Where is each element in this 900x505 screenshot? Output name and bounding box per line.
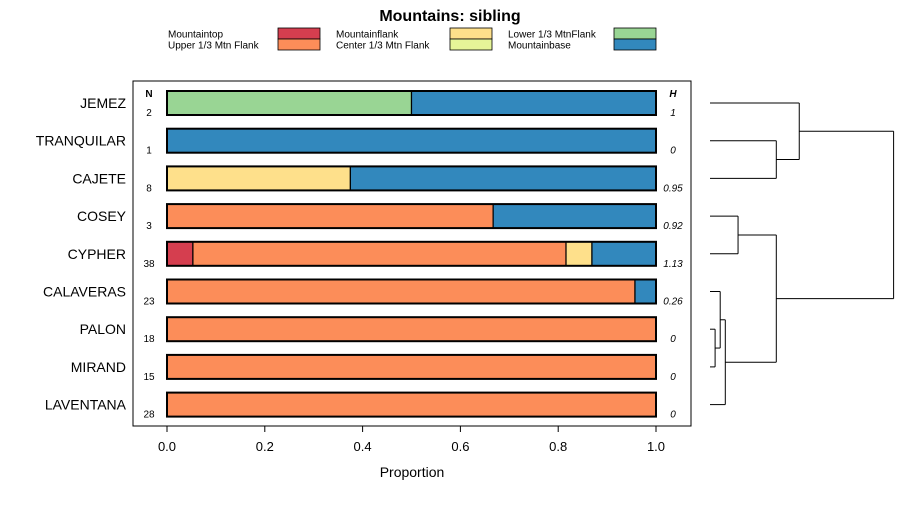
bar-segment [410, 90, 657, 116]
row-h-value: 1.13 [663, 259, 683, 270]
bars-group: JEMEZ 2 1 TRANQUILAR 1 0 CAJETE 8 0.95 COSEY 3 0.92… [36, 90, 683, 421]
row-label: CYPHER [68, 246, 126, 262]
bar-segment [166, 354, 657, 380]
row-n-value: 8 [146, 183, 152, 194]
row-h-value: 0 [670, 146, 676, 157]
row-h-value: 1 [670, 108, 676, 119]
row-n-value: 2 [146, 108, 152, 119]
dendrogram [710, 102, 895, 406]
x-tick-label: 0.0 [158, 439, 176, 454]
legend-label: Mountaintop [168, 30, 223, 41]
row-label: TRANQUILAR [36, 133, 126, 149]
row-h-value: 0 [670, 334, 676, 345]
bar-outline [166, 127, 657, 154]
row-label: MIRAND [71, 359, 126, 375]
bar-outline [166, 391, 657, 418]
bar-segment [492, 203, 657, 229]
row-h-value: 0.95 [663, 183, 683, 194]
legend-label: Upper 1/3 Mtn Flank [168, 41, 260, 52]
bar-segment [166, 316, 657, 342]
row-n-value: 28 [143, 410, 155, 421]
bar-outline [166, 165, 657, 192]
row-label: PALON [80, 321, 126, 337]
legend-swatch [613, 38, 657, 51]
row-label: LAVENTANA [45, 397, 127, 413]
row-n-value: 23 [143, 297, 155, 308]
legend-label: Mountainflank [336, 30, 399, 41]
x-tick-label: 1.0 [647, 439, 665, 454]
row-n-value: 15 [143, 372, 155, 383]
bar-segment [349, 165, 657, 191]
legend-swatch [277, 27, 321, 40]
row-h-value: 0 [670, 372, 676, 383]
bar-outline [166, 316, 657, 343]
row-n-value: 3 [146, 221, 152, 232]
bar-segment [166, 392, 657, 418]
x-tick-label: 0.6 [451, 439, 469, 454]
row-label: JEMEZ [80, 95, 126, 111]
row-h-value: 0 [670, 410, 676, 421]
x-tick-label: 0.8 [549, 439, 567, 454]
bar-segment [591, 241, 657, 267]
row-h-value: 0.26 [663, 297, 683, 308]
bar-outline [166, 353, 657, 380]
x-axis-label: Proportion [380, 464, 445, 480]
row-h-value: 0.92 [663, 221, 683, 232]
bar-segment [166, 241, 194, 267]
h-header: H [669, 89, 677, 100]
bar-segment [166, 165, 351, 191]
bar-segment [634, 278, 657, 305]
row-label: CAJETE [72, 170, 126, 186]
bar-segment [166, 90, 413, 116]
bar-segment [166, 128, 657, 154]
bar-segment [166, 278, 636, 305]
bar-segment [565, 241, 593, 267]
row-label: CALAVERAS [43, 284, 126, 300]
bar-outline [166, 240, 657, 267]
x-axis: 0.0 0.2 0.4 0.6 0.8 1.0 [158, 426, 665, 454]
row-n-value: 18 [143, 334, 155, 345]
legend-label: Mountainbase [508, 41, 571, 52]
x-tick-label: 0.2 [256, 439, 274, 454]
legend-swatch [449, 38, 493, 51]
bar-outline [166, 203, 657, 230]
chart-title: Mountains: sibling [379, 8, 520, 25]
row-n-value: 38 [143, 259, 155, 270]
legend-swatch [277, 38, 321, 51]
row-n-value: 1 [146, 146, 152, 157]
bar-outline [166, 90, 657, 116]
bar-outline [166, 278, 657, 305]
n-header: N [145, 89, 152, 100]
bar-segment [192, 241, 567, 267]
legend-swatch [613, 27, 657, 40]
row-label: COSEY [77, 208, 127, 224]
plot-frame [132, 80, 692, 427]
legend-swatch [449, 27, 493, 40]
legend-label: Lower 1/3 MtnFlank [508, 30, 597, 41]
x-tick-label: 0.4 [354, 439, 372, 454]
bar-segment [166, 203, 494, 229]
legend-label: Center 1/3 Mtn Flank [336, 41, 430, 52]
